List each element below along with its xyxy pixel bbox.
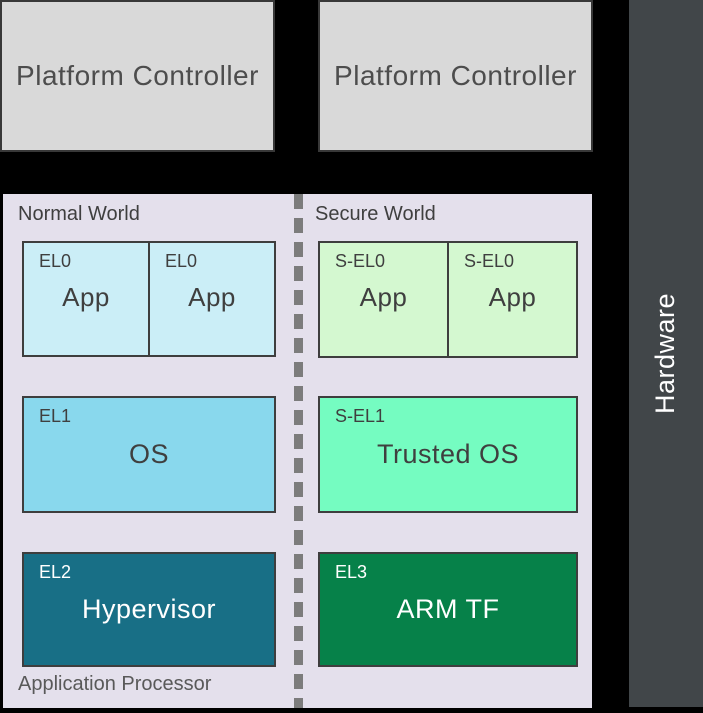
sel0-app-cell-2: S-EL0 App [447, 243, 576, 356]
el1-level-label: EL1 [39, 406, 72, 426]
sel0-app-title-1: App [359, 282, 408, 312]
platform-controller-box-1: Platform Controller [0, 0, 275, 152]
hardware-label: Hardware [650, 292, 681, 415]
el1-os-title: OS [128, 439, 169, 469]
el2-hypervisor-title: Hypervisor [81, 594, 217, 624]
application-processor-label: Application Processor [18, 673, 212, 695]
el3-armtf-title: ARM TF [396, 594, 500, 624]
el0-level-label-1: EL0 [39, 251, 72, 271]
el3-level-label: EL3 [335, 562, 368, 582]
el2-hypervisor-box: EL2 Hypervisor [22, 552, 276, 667]
sel1-trusted-os-title: Trusted OS [376, 439, 520, 469]
platform-controller-box-2: Platform Controller [318, 0, 593, 152]
el0-app-title-1: App [62, 281, 110, 312]
el2-level-label: EL2 [39, 562, 72, 582]
sel0-apps-box: S-EL0 App S-EL0 App [318, 241, 578, 358]
el0-apps-box: EL0 App EL0 App [22, 241, 276, 357]
el1-os-box: EL1 OS [22, 396, 276, 513]
sel0-app-title-2: App [488, 282, 537, 312]
secure-world-label: Secure World [315, 203, 436, 225]
platform-controller-label-1: Platform Controller [16, 60, 259, 91]
normal-world-label: Normal World [18, 203, 140, 225]
sel1-trusted-os-box: S-EL1 Trusted OS [318, 396, 578, 513]
sel0-level-label-1: S-EL0 [335, 251, 386, 271]
hardware-bar: Hardware [629, 0, 703, 707]
application-processor-panel: Normal World Secure World EL0 App EL0 Ap… [3, 194, 592, 708]
el0-app-title-2: App [188, 281, 236, 312]
el0-app-cell-2: EL0 App [148, 243, 274, 355]
sel0-app-cell-1: S-EL0 App [320, 243, 447, 356]
el0-level-label-2: EL0 [165, 251, 198, 271]
el0-app-cell-1: EL0 App [24, 243, 148, 355]
world-divider-dashed-line [294, 194, 303, 708]
platform-controller-label-2: Platform Controller [334, 60, 577, 91]
el3-armtf-box: EL3 ARM TF [318, 552, 578, 667]
sel1-level-label: S-EL1 [335, 406, 386, 426]
sel0-level-label-2: S-EL0 [464, 251, 515, 271]
